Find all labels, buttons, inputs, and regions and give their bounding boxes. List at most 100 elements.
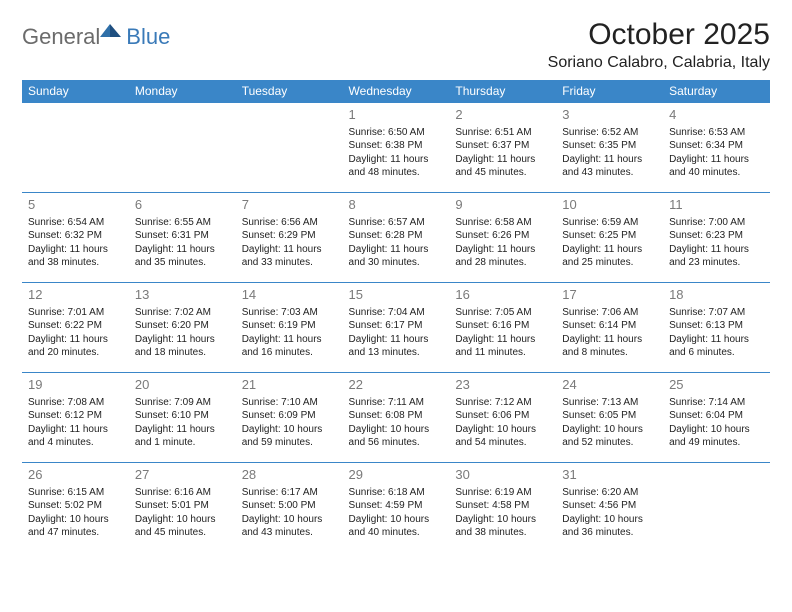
daylight-text-2: and 43 minutes. (242, 526, 337, 540)
daylight-text-1: Daylight: 10 hours (455, 423, 550, 437)
daylight-text-1: Daylight: 10 hours (669, 423, 764, 437)
sunset-text: Sunset: 6:20 PM (135, 319, 230, 333)
daylight-text-1: Daylight: 11 hours (562, 153, 657, 167)
daylight-text-2: and 16 minutes. (242, 346, 337, 360)
sunrise-text: Sunrise: 7:08 AM (28, 396, 123, 410)
calendar-day-cell: 20Sunrise: 7:09 AMSunset: 6:10 PMDayligh… (129, 373, 236, 463)
sunrise-text: Sunrise: 7:00 AM (669, 216, 764, 230)
weekday-header: Wednesday (343, 80, 450, 103)
sunset-text: Sunset: 6:06 PM (455, 409, 550, 423)
calendar-day-cell: 3Sunrise: 6:52 AMSunset: 6:35 PMDaylight… (556, 103, 663, 193)
weekday-header: Sunday (22, 80, 129, 103)
daylight-text-1: Daylight: 11 hours (455, 333, 550, 347)
day-number: 24 (562, 376, 657, 394)
calendar-day-cell: 24Sunrise: 7:13 AMSunset: 6:05 PMDayligh… (556, 373, 663, 463)
calendar-day-cell: 17Sunrise: 7:06 AMSunset: 6:14 PMDayligh… (556, 283, 663, 373)
calendar-week-row: 1Sunrise: 6:50 AMSunset: 6:38 PMDaylight… (22, 103, 770, 193)
daylight-text-1: Daylight: 10 hours (562, 513, 657, 527)
day-number: 8 (349, 196, 444, 214)
daylight-text-2: and 4 minutes. (28, 436, 123, 450)
daylight-text-2: and 45 minutes. (135, 526, 230, 540)
sunrise-text: Sunrise: 7:12 AM (455, 396, 550, 410)
calendar-day-cell: 13Sunrise: 7:02 AMSunset: 6:20 PMDayligh… (129, 283, 236, 373)
sunrise-text: Sunrise: 7:02 AM (135, 306, 230, 320)
calendar-day-cell: 25Sunrise: 7:14 AMSunset: 6:04 PMDayligh… (663, 373, 770, 463)
daylight-text-1: Daylight: 10 hours (455, 513, 550, 527)
daylight-text-1: Daylight: 11 hours (455, 243, 550, 257)
weekday-header: Tuesday (236, 80, 343, 103)
sunset-text: Sunset: 6:34 PM (669, 139, 764, 153)
sunset-text: Sunset: 6:26 PM (455, 229, 550, 243)
daylight-text-1: Daylight: 11 hours (135, 423, 230, 437)
sunrise-text: Sunrise: 7:13 AM (562, 396, 657, 410)
sunrise-text: Sunrise: 6:58 AM (455, 216, 550, 230)
sunset-text: Sunset: 6:08 PM (349, 409, 444, 423)
calendar-day-cell: 26Sunrise: 6:15 AMSunset: 5:02 PMDayligh… (22, 463, 129, 553)
day-number: 15 (349, 286, 444, 304)
daylight-text-1: Daylight: 11 hours (28, 423, 123, 437)
day-number: 19 (28, 376, 123, 394)
weekday-header: Monday (129, 80, 236, 103)
sunrise-text: Sunrise: 7:14 AM (669, 396, 764, 410)
sunrise-text: Sunrise: 6:56 AM (242, 216, 337, 230)
sunrise-text: Sunrise: 6:54 AM (28, 216, 123, 230)
daylight-text-1: Daylight: 10 hours (135, 513, 230, 527)
daylight-text-1: Daylight: 11 hours (349, 153, 444, 167)
calendar-week-row: 26Sunrise: 6:15 AMSunset: 5:02 PMDayligh… (22, 463, 770, 553)
daylight-text-1: Daylight: 11 hours (562, 333, 657, 347)
calendar-day-cell: 29Sunrise: 6:18 AMSunset: 4:59 PMDayligh… (343, 463, 450, 553)
sunrise-text: Sunrise: 6:55 AM (135, 216, 230, 230)
daylight-text-2: and 11 minutes. (455, 346, 550, 360)
day-number: 1 (349, 106, 444, 124)
sunset-text: Sunset: 6:29 PM (242, 229, 337, 243)
daylight-text-2: and 28 minutes. (455, 256, 550, 270)
sunrise-text: Sunrise: 7:10 AM (242, 396, 337, 410)
sunset-text: Sunset: 4:58 PM (455, 499, 550, 513)
calendar-day-cell: 4Sunrise: 6:53 AMSunset: 6:34 PMDaylight… (663, 103, 770, 193)
daylight-text-1: Daylight: 11 hours (242, 333, 337, 347)
calendar-day-cell: 22Sunrise: 7:11 AMSunset: 6:08 PMDayligh… (343, 373, 450, 463)
sunrise-text: Sunrise: 6:17 AM (242, 486, 337, 500)
daylight-text-1: Daylight: 11 hours (349, 243, 444, 257)
calendar-body: 1Sunrise: 6:50 AMSunset: 6:38 PMDaylight… (22, 103, 770, 553)
calendar-day-cell: 30Sunrise: 6:19 AMSunset: 4:58 PMDayligh… (449, 463, 556, 553)
daylight-text-1: Daylight: 11 hours (669, 333, 764, 347)
sunset-text: Sunset: 5:02 PM (28, 499, 123, 513)
calendar-day-cell: 31Sunrise: 6:20 AMSunset: 4:56 PMDayligh… (556, 463, 663, 553)
day-number: 28 (242, 466, 337, 484)
sunrise-text: Sunrise: 7:03 AM (242, 306, 337, 320)
sunset-text: Sunset: 6:32 PM (28, 229, 123, 243)
daylight-text-2: and 20 minutes. (28, 346, 123, 360)
daylight-text-2: and 52 minutes. (562, 436, 657, 450)
calendar-day-cell: 21Sunrise: 7:10 AMSunset: 6:09 PMDayligh… (236, 373, 343, 463)
calendar-day-cell: 14Sunrise: 7:03 AMSunset: 6:19 PMDayligh… (236, 283, 343, 373)
sunrise-text: Sunrise: 7:09 AM (135, 396, 230, 410)
daylight-text-2: and 36 minutes. (562, 526, 657, 540)
daylight-text-1: Daylight: 11 hours (669, 153, 764, 167)
weekday-header-row: SundayMondayTuesdayWednesdayThursdayFrid… (22, 80, 770, 103)
sunset-text: Sunset: 6:14 PM (562, 319, 657, 333)
weekday-header: Saturday (663, 80, 770, 103)
location: Soriano Calabro, Calabria, Italy (548, 54, 770, 72)
calendar-day-cell: 15Sunrise: 7:04 AMSunset: 6:17 PMDayligh… (343, 283, 450, 373)
day-number: 9 (455, 196, 550, 214)
daylight-text-1: Daylight: 10 hours (349, 423, 444, 437)
day-number: 6 (135, 196, 230, 214)
sunset-text: Sunset: 4:59 PM (349, 499, 444, 513)
logo-text-blue: Blue (126, 24, 170, 50)
calendar-day-cell (663, 463, 770, 553)
daylight-text-2: and 40 minutes. (669, 166, 764, 180)
day-number: 20 (135, 376, 230, 394)
daylight-text-1: Daylight: 11 hours (135, 333, 230, 347)
sunrise-text: Sunrise: 6:19 AM (455, 486, 550, 500)
sunrise-text: Sunrise: 6:16 AM (135, 486, 230, 500)
daylight-text-2: and 47 minutes. (28, 526, 123, 540)
daylight-text-2: and 33 minutes. (242, 256, 337, 270)
calendar-day-cell: 18Sunrise: 7:07 AMSunset: 6:13 PMDayligh… (663, 283, 770, 373)
day-number: 11 (669, 196, 764, 214)
sunset-text: Sunset: 6:19 PM (242, 319, 337, 333)
daylight-text-2: and 38 minutes. (28, 256, 123, 270)
daylight-text-2: and 35 minutes. (135, 256, 230, 270)
daylight-text-1: Daylight: 10 hours (349, 513, 444, 527)
day-number: 12 (28, 286, 123, 304)
